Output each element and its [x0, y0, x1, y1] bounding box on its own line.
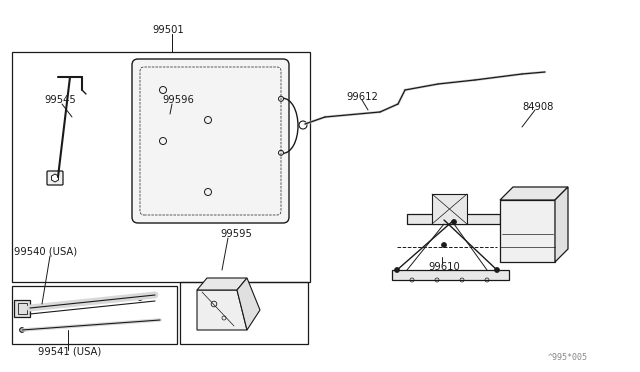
Bar [12, 52, 310, 282]
Text: 99610: 99610 [428, 262, 460, 272]
Bar [180, 282, 308, 344]
Text: 99595: 99595 [220, 229, 252, 239]
Circle shape [451, 219, 456, 224]
Circle shape [442, 243, 447, 247]
Bar [392, 270, 509, 280]
Text: 99545: 99545 [44, 95, 76, 105]
Text: 99541 (USA): 99541 (USA) [38, 347, 101, 357]
Polygon shape [555, 187, 568, 262]
Circle shape [19, 327, 24, 333]
Text: ^995*005: ^995*005 [548, 353, 588, 362]
Bar [12, 286, 177, 344]
Circle shape [495, 267, 499, 273]
Text: 99501: 99501 [152, 25, 184, 35]
Polygon shape [52, 174, 58, 182]
Bar [432, 194, 467, 224]
Text: 99596: 99596 [162, 95, 194, 105]
Bar [407, 214, 500, 224]
FancyBboxPatch shape [47, 171, 63, 185]
Bar [14, 300, 30, 317]
Circle shape [394, 267, 399, 273]
Polygon shape [500, 187, 568, 200]
FancyBboxPatch shape [132, 59, 289, 223]
Text: 99540 (USA): 99540 (USA) [14, 247, 77, 257]
Bar [17, 303, 26, 314]
Polygon shape [237, 278, 260, 330]
Polygon shape [197, 290, 247, 330]
Text: 84908: 84908 [522, 102, 554, 112]
Polygon shape [500, 200, 555, 262]
Text: 99612: 99612 [346, 92, 378, 102]
Ellipse shape [48, 174, 62, 182]
Polygon shape [197, 278, 247, 290]
